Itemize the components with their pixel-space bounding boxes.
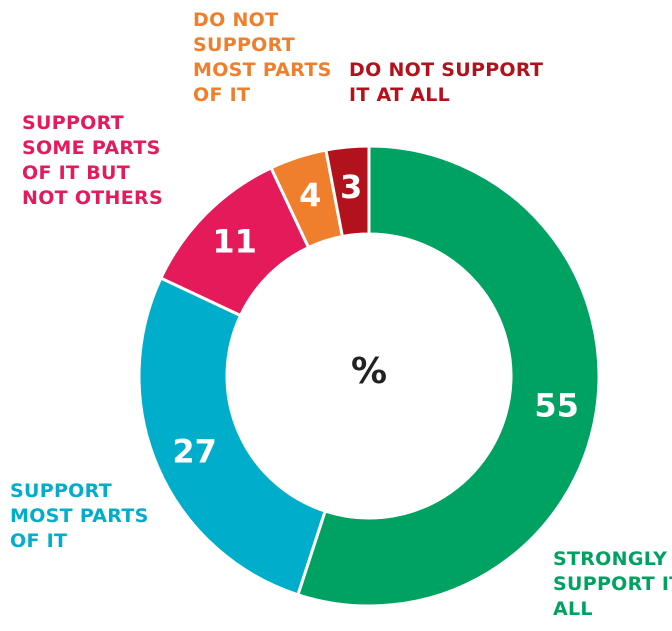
value-label-strongly-support: 55 xyxy=(534,387,579,425)
category-label-strongly-support: Strongly support it all xyxy=(553,547,672,622)
value-label-not-support-most: 4 xyxy=(299,176,321,214)
category-label-line: some parts xyxy=(22,137,161,159)
category-label-line: support xyxy=(193,34,295,56)
category-label-line: not others xyxy=(22,187,163,209)
value-label-support-most: 27 xyxy=(172,432,217,470)
category-label-line: support it xyxy=(553,573,672,595)
value-label-not-support-all: 3 xyxy=(340,168,362,206)
category-label-line: Support xyxy=(22,112,124,134)
slice-support-most xyxy=(137,276,328,597)
category-label-line: Strongly xyxy=(553,548,668,570)
category-label-not-support-most: Do not support most parts of it xyxy=(193,8,332,108)
category-label-line: of it xyxy=(10,530,68,552)
category-label-support-some: Support some parts of it but not others xyxy=(22,111,163,211)
value-label-support-some: 11 xyxy=(212,223,257,261)
category-label-line: of it but xyxy=(22,162,130,184)
category-label-line: Support xyxy=(10,480,112,502)
category-label-line: most parts xyxy=(193,59,332,81)
category-label-line: most parts xyxy=(10,505,149,527)
donut-slices xyxy=(137,144,601,608)
slice-strongly-support xyxy=(296,144,601,608)
category-label-line: all xyxy=(553,598,593,620)
center-label: % xyxy=(351,351,387,392)
category-label-line: it at all xyxy=(349,84,451,106)
slice-not-support-all xyxy=(324,144,371,239)
value-labels: 55 27 11 4 3 xyxy=(172,168,579,471)
category-label-not-support-all: Do not support it at all xyxy=(349,58,543,108)
category-label-support-most: Support most parts of it xyxy=(10,479,149,554)
category-label-line: Do not support xyxy=(349,59,544,81)
category-label-line: Do not xyxy=(193,9,279,31)
category-label-line: of it xyxy=(193,84,251,106)
